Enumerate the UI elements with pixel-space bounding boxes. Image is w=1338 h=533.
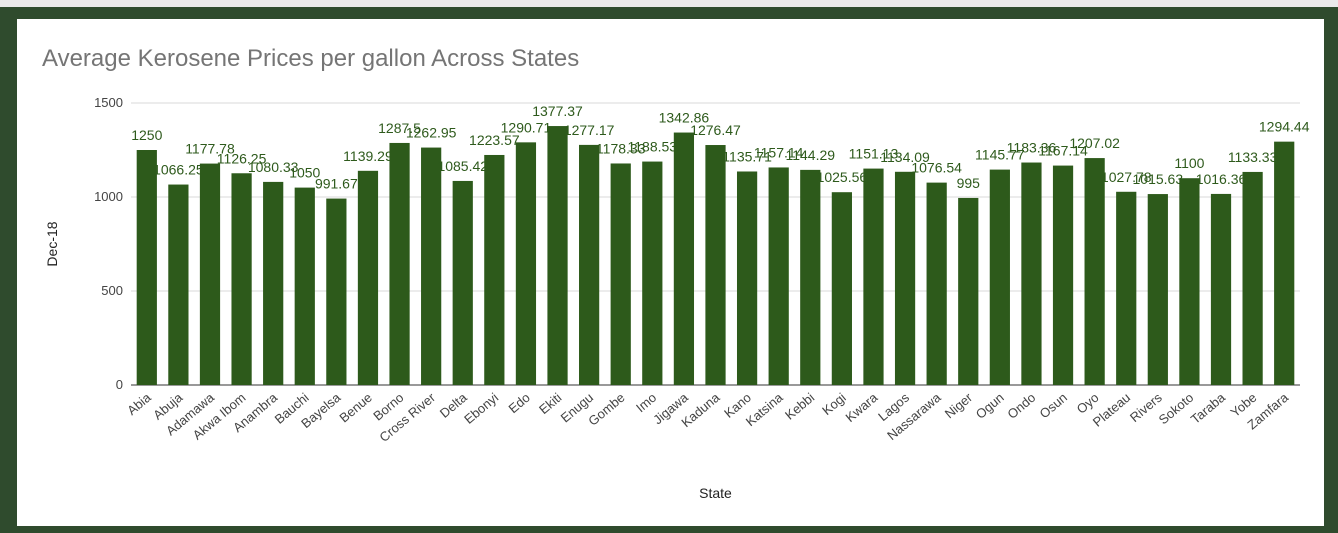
y-tick-label: 0 bbox=[116, 377, 123, 392]
data-label: 1207.02 bbox=[1069, 135, 1120, 151]
data-label: 1145.77 bbox=[975, 147, 1025, 163]
data-label: 1294.44 bbox=[1259, 119, 1310, 135]
bar[interactable] bbox=[800, 169, 821, 385]
bar[interactable] bbox=[1084, 158, 1105, 385]
data-label: 1276.47 bbox=[690, 122, 741, 138]
bar[interactable] bbox=[1116, 191, 1137, 385]
x-tick-label: Ogun bbox=[973, 390, 1007, 422]
y-tick-label: 1500 bbox=[94, 95, 123, 110]
data-label: 1080.33 bbox=[248, 159, 299, 175]
data-label: 1151.13 bbox=[849, 146, 899, 162]
bar[interactable] bbox=[1179, 178, 1200, 385]
data-label: 1223.57 bbox=[469, 132, 520, 148]
x-tick-label: Benue bbox=[336, 390, 374, 426]
data-label: 1076.54 bbox=[911, 160, 962, 176]
bar[interactable] bbox=[515, 142, 537, 385]
data-label: 1025.56 bbox=[817, 169, 868, 185]
bar[interactable] bbox=[1210, 193, 1232, 385]
data-label: 1262.95 bbox=[406, 125, 457, 141]
data-label: 1167.14 bbox=[1038, 143, 1088, 159]
data-label: 1085.42 bbox=[437, 158, 488, 174]
y-tick-label: 1000 bbox=[94, 189, 123, 204]
chart-title: Average Kerosene Prices per gallon Acros… bbox=[42, 45, 580, 72]
x-axis-title: State bbox=[699, 485, 732, 501]
data-label: 1133.33 bbox=[1228, 149, 1278, 165]
bar[interactable] bbox=[1147, 194, 1168, 385]
bar[interactable] bbox=[389, 142, 410, 385]
bar[interactable] bbox=[263, 181, 284, 385]
bar[interactable] bbox=[642, 161, 663, 385]
x-tick-label: Ebonyi bbox=[461, 390, 501, 427]
bar[interactable] bbox=[863, 168, 884, 385]
data-label: 1016.36 bbox=[1196, 171, 1247, 187]
data-label: 1178.33 bbox=[596, 140, 646, 156]
bar[interactable] bbox=[579, 144, 600, 385]
data-label: 1377.37 bbox=[532, 103, 583, 119]
x-tick-label: Taraba bbox=[1188, 389, 1229, 427]
data-label: 1277.17 bbox=[564, 122, 615, 138]
data-label: 1177.78 bbox=[185, 141, 235, 157]
bar[interactable] bbox=[357, 170, 379, 385]
x-tick-label: Ondo bbox=[1004, 390, 1038, 422]
bar-chart: 0500100015001250Abia1066.25Abuja1177.78A… bbox=[44, 95, 1310, 501]
bar[interactable] bbox=[199, 163, 221, 385]
bar[interactable] bbox=[926, 182, 947, 385]
bar[interactable] bbox=[326, 198, 347, 385]
data-label: 995 bbox=[957, 175, 981, 191]
x-tick-label: Osun bbox=[1037, 390, 1070, 421]
x-tick-label: Katsina bbox=[743, 389, 786, 429]
bar[interactable] bbox=[547, 126, 568, 385]
data-label: 1183.36 bbox=[1007, 140, 1057, 156]
data-label: 1157.14 bbox=[754, 144, 804, 160]
data-label: 1050 bbox=[289, 165, 320, 181]
bar[interactable] bbox=[610, 163, 631, 385]
data-label: 1134.09 bbox=[880, 149, 930, 165]
bar[interactable] bbox=[452, 180, 473, 385]
bar[interactable] bbox=[1242, 171, 1263, 385]
bar[interactable] bbox=[705, 145, 726, 385]
bar[interactable] bbox=[1021, 162, 1042, 385]
bar[interactable] bbox=[231, 173, 252, 385]
data-label: 1342.86 bbox=[659, 110, 710, 126]
bar[interactable] bbox=[831, 192, 852, 385]
data-label: 991.67 bbox=[315, 176, 358, 192]
x-tick-label: Gombe bbox=[585, 390, 627, 429]
y-tick-label: 500 bbox=[101, 283, 123, 298]
data-label: 1188.53 bbox=[628, 139, 678, 155]
bar[interactable] bbox=[673, 132, 695, 385]
x-tick-label: Edo bbox=[505, 390, 532, 416]
bar[interactable] bbox=[1274, 141, 1295, 385]
y-axis-title: Dec-18 bbox=[44, 221, 60, 266]
x-tick-label: Kwara bbox=[843, 389, 881, 425]
data-label: 1027.78 bbox=[1101, 169, 1152, 185]
data-label: 1100 bbox=[1174, 155, 1204, 171]
x-tick-label: Sokoto bbox=[1156, 390, 1197, 428]
data-label: 1126.25 bbox=[217, 150, 267, 166]
data-label: 1015.63 bbox=[1133, 171, 1184, 187]
bar[interactable] bbox=[168, 184, 189, 385]
data-label: 1066.25 bbox=[153, 162, 204, 178]
bar[interactable] bbox=[768, 167, 789, 385]
x-tick-label: Niger bbox=[942, 389, 976, 421]
bar[interactable] bbox=[294, 187, 315, 385]
bar[interactable] bbox=[958, 197, 979, 385]
data-label: 1290.71 bbox=[501, 119, 552, 135]
x-tick-label: Abia bbox=[124, 389, 154, 418]
data-label: 1135.71 bbox=[722, 148, 772, 164]
data-label: 1144.29 bbox=[785, 147, 835, 163]
data-label: 1139.29 bbox=[343, 148, 393, 164]
bar[interactable] bbox=[894, 171, 916, 385]
bar[interactable] bbox=[736, 171, 758, 385]
data-label: 1287.5 bbox=[378, 120, 421, 136]
data-label: 1250 bbox=[131, 127, 162, 143]
chart-card: Average Kerosene Prices per gallon Acros… bbox=[17, 19, 1324, 526]
bar[interactable] bbox=[989, 169, 1010, 385]
bar[interactable] bbox=[421, 147, 442, 385]
bar[interactable] bbox=[136, 150, 157, 385]
bar[interactable] bbox=[1052, 165, 1074, 385]
top-strip bbox=[0, 0, 1338, 7]
bar[interactable] bbox=[484, 154, 505, 385]
x-tick-label: Kebbi bbox=[782, 390, 817, 423]
